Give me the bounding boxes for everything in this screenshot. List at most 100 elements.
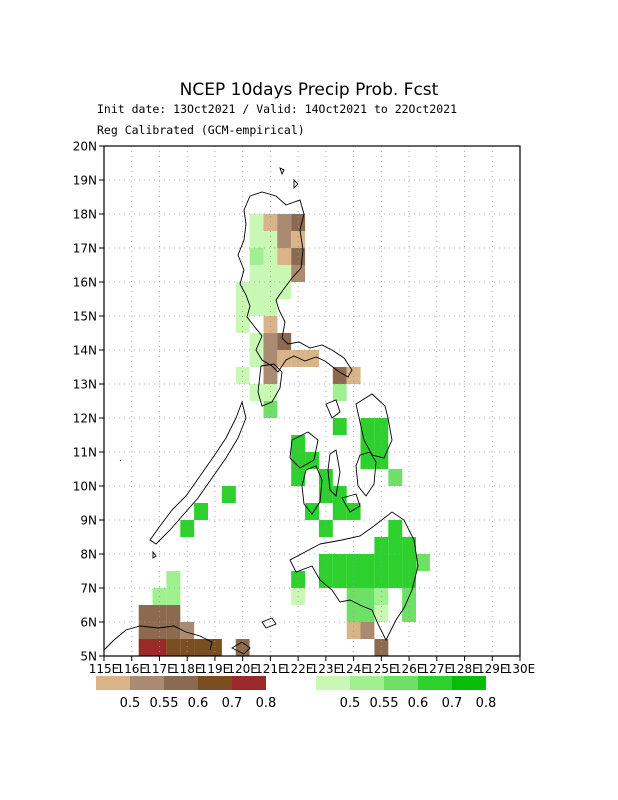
prob-cell	[166, 622, 181, 639]
map-frame	[103, 145, 521, 657]
coastline	[103, 167, 419, 655]
legend-label: 0.55	[150, 696, 179, 711]
legend-dry-colorbar: 0.5 0.55 0.6 0.7 0.8	[96, 676, 276, 711]
chart-title: NCEP 10days Precip Prob. Fcst	[180, 80, 439, 100]
lon-label: 128E	[449, 662, 480, 676]
prob-cell	[263, 214, 278, 231]
prob-cell	[360, 605, 375, 622]
prob-cell	[346, 367, 361, 384]
lon-label: 126E	[394, 662, 425, 676]
prob-cell	[374, 435, 389, 452]
prob-cell	[332, 367, 347, 384]
prob-cell	[249, 282, 264, 299]
prob-cell	[277, 333, 292, 350]
prob-cell	[180, 639, 195, 656]
legend-label: 0.8	[476, 696, 497, 711]
prob-cell	[249, 231, 264, 248]
prob-cell	[263, 401, 278, 418]
prob-cell	[388, 537, 403, 554]
prob-cell	[305, 503, 319, 520]
prob-cell	[360, 588, 375, 605]
lon-label: 118E	[172, 662, 203, 676]
prob-cell	[318, 554, 333, 571]
prob-cell	[416, 554, 430, 571]
prob-cell	[318, 520, 333, 537]
lon-label: 117E	[144, 662, 175, 676]
prob-cell	[263, 367, 278, 384]
chart-subtitle-method: Reg Calibrated (GCM-empirical)	[97, 123, 305, 137]
prob-cell	[360, 435, 375, 452]
prob-cell	[235, 316, 250, 333]
negros-coastline	[301, 465, 323, 515]
prob-cell	[318, 571, 333, 588]
prob-cell	[305, 452, 319, 469]
prob-cell	[402, 605, 416, 622]
prob-cell	[291, 214, 306, 231]
prob-cell	[235, 299, 250, 316]
prob-cell	[402, 537, 416, 554]
prob-cell	[346, 571, 361, 588]
prob-cell	[249, 248, 264, 265]
lat-label: 15N	[73, 310, 97, 324]
prob-cell	[402, 554, 416, 571]
prob-cell	[388, 469, 403, 486]
prob-cell	[277, 214, 292, 231]
borneo-coastline	[103, 625, 213, 651]
prob-cell	[374, 554, 389, 571]
lat-label: 5N	[80, 650, 97, 664]
prob-cell	[374, 605, 389, 622]
prob-cell	[235, 367, 250, 384]
prob-cell	[332, 384, 347, 401]
lon-label: 119E	[200, 662, 231, 676]
legend-label: 0.7	[442, 696, 463, 711]
prob-cell	[263, 282, 278, 299]
lon-label: 127E	[422, 662, 453, 676]
legend-swatch	[452, 676, 486, 690]
prob-cell	[263, 384, 278, 401]
prob-cell	[277, 231, 292, 248]
lat-label: 12N	[73, 412, 97, 426]
prob-cell	[166, 588, 181, 605]
lat-label: 11N	[73, 446, 97, 460]
prob-cell	[138, 622, 153, 639]
latitude-labels: 5N 6N 7N 8N 9N 10N 11N 12N 13N 14N 15N 16N 17N 18N 19N…	[73, 140, 104, 664]
small-islands	[119, 167, 299, 559]
probability-cells	[138, 214, 430, 656]
lat-label: 16N	[73, 276, 97, 290]
prob-cell	[402, 571, 416, 588]
lon-label: 125E	[366, 662, 397, 676]
prob-cell	[249, 299, 264, 316]
legend-label: 0.5	[340, 696, 361, 711]
mindoro-coastline	[257, 363, 283, 407]
prob-cell	[263, 231, 278, 248]
prob-cell	[138, 605, 153, 622]
mindanao-coastline	[289, 511, 419, 642]
lat-label: 6N	[80, 616, 97, 630]
lon-label: 123E	[311, 662, 342, 676]
prob-cell	[332, 554, 347, 571]
prob-cell	[360, 418, 375, 435]
lat-label: 20N	[73, 140, 97, 154]
panay-coastline	[289, 431, 319, 469]
legend-swatch	[350, 676, 384, 690]
lon-label: 121E	[255, 662, 286, 676]
lat-label: 14N	[73, 344, 97, 358]
lat-label: 9N	[80, 514, 97, 528]
prob-cell	[318, 486, 333, 503]
longitude-labels: 115E116E117E118E119E120E121E122E123E124E…	[89, 656, 536, 676]
prob-cell	[138, 639, 153, 656]
prob-cell	[291, 571, 306, 588]
prob-cell	[263, 299, 278, 316]
legend-label: 0.7	[222, 696, 243, 711]
prob-cell	[388, 520, 403, 537]
lon-label: 130E	[505, 662, 536, 676]
prob-cell	[332, 571, 347, 588]
legend-swatch	[384, 676, 418, 690]
leyte-coastline	[355, 451, 377, 497]
sulu-islands-coastline	[231, 617, 277, 655]
lon-label: 116E	[116, 662, 147, 676]
prob-cell	[194, 639, 208, 656]
prob-cell	[277, 265, 292, 282]
prob-cell	[152, 639, 167, 656]
prob-cell	[194, 503, 208, 520]
